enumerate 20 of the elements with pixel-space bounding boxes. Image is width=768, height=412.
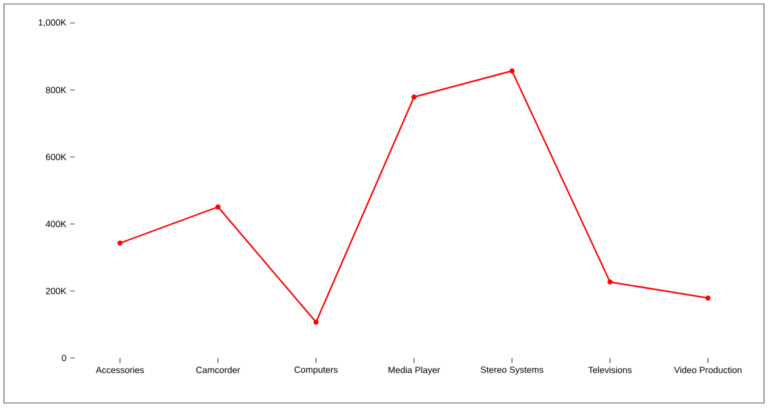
point xyxy=(313,320,319,325)
y-tick-label: 800K xyxy=(46,86,66,94)
point xyxy=(117,240,123,246)
y-tick-label: 0 xyxy=(62,354,66,362)
point xyxy=(411,94,417,100)
x-tick-label: Accessories xyxy=(96,366,144,374)
x-tick-label: Televisions xyxy=(588,366,632,374)
point xyxy=(705,295,711,301)
x-tick-label: Media Player xyxy=(388,366,440,375)
y-tick-label: 600K xyxy=(46,154,66,160)
point xyxy=(607,279,613,285)
x-tick-label: Computers xyxy=(294,366,338,375)
x-tick-label: Video Production xyxy=(674,366,742,374)
x-tick-label: Camcorder xyxy=(196,366,240,374)
point xyxy=(509,68,515,74)
y-tick-label: 1,000K xyxy=(38,19,66,27)
y-tick-label: 400K xyxy=(46,220,66,228)
x-tick-label: Stereo Systems xyxy=(480,366,544,375)
y-tick-label: 200K xyxy=(46,288,66,294)
point xyxy=(215,204,221,210)
